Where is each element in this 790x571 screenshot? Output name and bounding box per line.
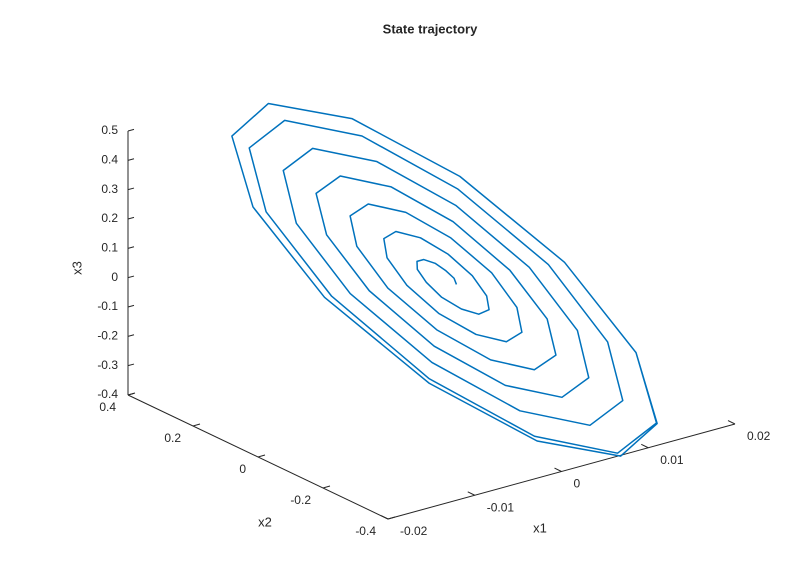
z-axis-label: x3	[69, 261, 84, 275]
y-tick-label: 0	[239, 462, 246, 476]
y-tick	[322, 485, 331, 489]
x-tick-label: 0	[574, 477, 581, 491]
x-tick	[641, 443, 649, 449]
z-tick-label: 0.3	[101, 182, 118, 196]
z-tick	[127, 304, 135, 308]
y-tick	[257, 454, 266, 458]
z-tick-label: 0	[111, 270, 118, 284]
trajectory-line	[231, 102, 658, 457]
y-tick	[192, 423, 201, 427]
y-tick-label: 0.2	[164, 431, 181, 445]
z-tick-label: 0.5	[101, 123, 118, 137]
z-tick-label: -0.4	[97, 387, 118, 401]
x-tick-label: 0.02	[747, 429, 771, 443]
y-tick-label: -0.4	[355, 524, 376, 538]
z-tick-label: -0.2	[97, 329, 118, 343]
x-axis-label: x1	[533, 520, 547, 535]
x-tick	[554, 467, 562, 472]
z-tick	[127, 158, 135, 161]
z-tick	[127, 128, 135, 132]
z-tick-label: 0.4	[101, 153, 118, 167]
x-tick	[727, 420, 736, 425]
z-tick	[127, 246, 135, 249]
x-tick-label: 0.01	[660, 453, 684, 467]
x-tick	[467, 491, 475, 496]
z-tick	[127, 216, 135, 220]
z-tick	[127, 275, 135, 279]
chart-title: State trajectory	[383, 21, 478, 36]
z-tick-label: 0.2	[101, 211, 118, 225]
y-tick	[127, 392, 136, 396]
z-tick	[127, 363, 135, 367]
z-tick	[127, 334, 135, 337]
y-tick-label: 0.4	[99, 400, 116, 414]
x-tick-label: -0.01	[487, 500, 515, 514]
z-tick-label: -0.1	[97, 299, 118, 313]
z-tick-label: 0.1	[101, 241, 118, 255]
y-axis-label: x2	[258, 514, 272, 529]
y-tick-label: -0.2	[290, 493, 311, 507]
y-tick	[387, 516, 396, 520]
z-tick	[127, 187, 135, 191]
x-tick	[380, 515, 389, 520]
x-tick-label: -0.02	[400, 524, 428, 538]
z-tick-label: -0.3	[97, 358, 118, 372]
